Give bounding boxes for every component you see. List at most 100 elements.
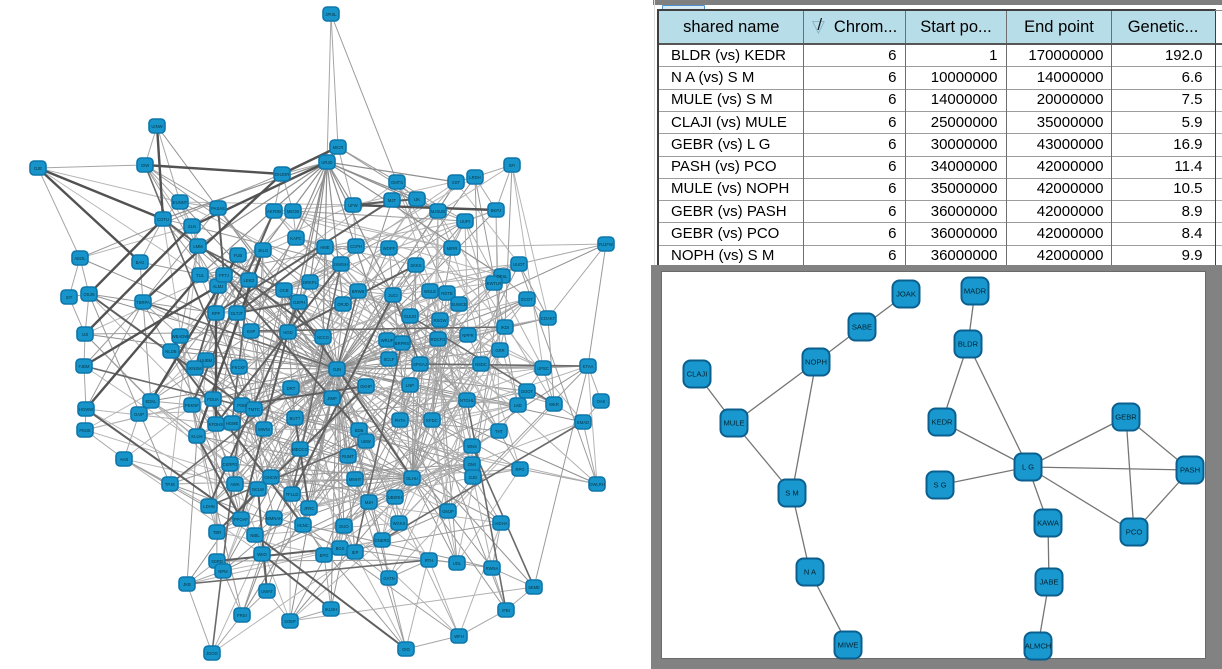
svg-text:SLN: SLN	[188, 224, 196, 229]
svg-text:KHP: KHP	[247, 329, 256, 334]
svg-text:FDUA: FDUA	[207, 397, 219, 402]
svg-text:CKRPG: CKRPG	[223, 462, 238, 467]
svg-text:COAKT: COAKT	[541, 316, 556, 321]
svg-text:OAIP: OAIP	[134, 412, 144, 417]
svg-text:PCO: PCO	[1126, 528, 1143, 537]
svg-text:IKNSM: IKNSM	[188, 366, 202, 371]
svg-text:AWK: AWK	[230, 482, 240, 487]
svg-text:MULE: MULE	[723, 419, 744, 428]
svg-text:RUMT: RUMT	[342, 454, 355, 459]
svg-text:AEOL: AEOL	[74, 256, 86, 261]
svg-text:GNERD: GNERD	[374, 538, 389, 543]
svg-text:UUOT: UUOT	[513, 262, 525, 267]
svg-text:GIJUG: GIJUG	[404, 314, 417, 319]
svg-text:MADR: MADR	[964, 287, 987, 296]
svg-text:RJJFW: RJJFW	[599, 242, 613, 247]
svg-text:LEKD: LEKD	[244, 278, 255, 283]
svg-text:MIRR: MIRR	[447, 246, 458, 251]
svg-text:PASAS: PASAS	[211, 206, 225, 211]
svg-text:GMJP: GMJP	[442, 509, 454, 514]
svg-text:LMM: LMM	[193, 244, 203, 249]
svg-text:RSGW: RSGW	[433, 318, 446, 323]
svg-text:KFDC: KFDC	[426, 418, 437, 423]
svg-text:NCLW: NCLW	[252, 487, 264, 492]
svg-text:OCB: OCB	[279, 288, 288, 293]
svg-text:EDKL: EDKL	[146, 399, 158, 404]
svg-text:CCPH: CCPH	[350, 244, 362, 249]
svg-text:KEDR: KEDR	[931, 418, 953, 427]
svg-text:FFTJ: FFTJ	[219, 273, 229, 278]
svg-text:DOOT: DOOT	[521, 389, 534, 394]
svg-text:BKPJ: BKPJ	[491, 208, 501, 213]
svg-text:PASH: PASH	[1180, 466, 1200, 475]
svg-text:TUL: TUL	[196, 273, 205, 278]
svg-text:BRWB: BRWB	[352, 289, 365, 294]
svg-text:SDRD: SDRD	[211, 559, 223, 564]
svg-text:SEME: SEME	[528, 585, 540, 590]
svg-text:RDTB: RDTB	[441, 291, 453, 296]
svg-text:KFDHS: KFDHS	[209, 422, 223, 427]
svg-text:SIT: SIT	[66, 295, 73, 300]
svg-text:SABE: SABE	[852, 323, 872, 332]
svg-text:OFSL: OFSL	[497, 274, 509, 279]
svg-text:POM: POM	[237, 403, 247, 408]
svg-text:NOPH: NOPH	[805, 358, 827, 367]
svg-text:UBW: UBW	[361, 439, 371, 444]
svg-text:RWNA: RWNA	[486, 566, 499, 571]
svg-text:NLDB: NLDB	[165, 349, 176, 354]
svg-text:GMTS: GMTS	[391, 180, 403, 185]
svg-text:RPG: RPG	[515, 467, 524, 472]
svg-text:WNS: WNS	[467, 444, 477, 449]
svg-text:COTU: COTU	[157, 217, 169, 222]
svg-text:PFOAF: PFOAF	[234, 517, 248, 522]
svg-text:RPF: RPF	[212, 311, 221, 316]
svg-text:WIIO: WIIO	[257, 552, 267, 557]
svg-text:AIDHA: AIDHA	[495, 521, 508, 526]
svg-text:UINW: UINW	[151, 124, 162, 129]
svg-text:MMHT: MMHT	[349, 477, 362, 482]
svg-text:TMTC: TMTC	[248, 407, 260, 412]
svg-text:GATN: GATN	[383, 576, 394, 581]
svg-text:S G: S G	[933, 481, 946, 490]
svg-text:SFI: SFI	[509, 163, 516, 168]
svg-text:KAWA: KAWA	[1037, 519, 1060, 528]
svg-text:FRSI: FRSI	[237, 613, 247, 618]
svg-text:UDL: UDL	[453, 561, 462, 566]
svg-text:OJE: OJE	[34, 166, 42, 171]
svg-text:AHS: AHS	[120, 457, 129, 462]
svg-text:SCLF: SCLF	[384, 357, 395, 362]
svg-text:OJN: OJN	[333, 367, 341, 372]
svg-text:KLUH: KLUH	[191, 434, 202, 439]
svg-text:LRDH: LRDH	[469, 175, 480, 180]
svg-text:WBADW: WBADW	[172, 334, 189, 339]
svg-text:FJBM: FJBM	[79, 364, 90, 369]
svg-text:DLTJT: DLTJT	[231, 311, 244, 316]
svg-text:BAG: BAG	[136, 260, 145, 265]
svg-text:NPM: NPM	[218, 569, 228, 574]
svg-text:DUO: DUO	[339, 524, 349, 529]
svg-text:FUB: FUB	[234, 253, 243, 258]
svg-text:LDHN: LDHN	[203, 504, 214, 509]
svg-text:EPG: EPG	[320, 553, 329, 558]
svg-text:UBERH: UBERH	[388, 495, 403, 500]
svg-text:BGS: BGS	[336, 546, 345, 551]
svg-text:DRT: DRT	[287, 386, 296, 391]
svg-text:RTH: RTH	[425, 558, 434, 563]
svg-text:HGME: HGME	[226, 421, 239, 426]
svg-text:CLAJI: CLAJI	[687, 370, 708, 379]
svg-text:ALMCH: ALMCH	[1025, 642, 1052, 651]
svg-text:UWAT: UWAT	[261, 589, 273, 594]
svg-text:IJK: IJK	[414, 197, 420, 202]
svg-text:WFH: WFH	[454, 634, 464, 639]
svg-text:MWNI: MWNI	[258, 427, 270, 432]
svg-text:THT: THT	[495, 429, 504, 434]
svg-text:WMNAK: WMNAK	[266, 516, 282, 521]
svg-text:JABE: JABE	[1040, 578, 1059, 587]
svg-text:KTAA: KTAA	[583, 364, 594, 369]
svg-text:GJG: GJG	[469, 475, 478, 480]
svg-text:IEP: IEP	[352, 550, 359, 555]
svg-text:BDB: BDB	[355, 428, 364, 433]
svg-text:NSDC: NSDC	[475, 362, 487, 367]
svg-text:JGOG: JGOG	[206, 651, 218, 656]
svg-text:WRUF: WRUF	[381, 338, 394, 343]
